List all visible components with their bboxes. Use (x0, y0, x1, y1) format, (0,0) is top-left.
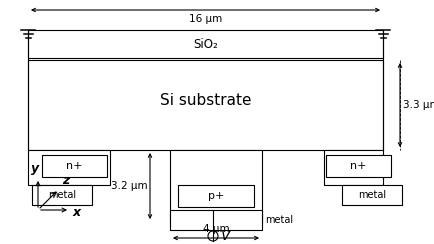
Bar (28, 150, 110, 185)
Text: p+: p+ (208, 191, 224, 201)
Text: 3.2 μm: 3.2 μm (112, 181, 148, 191)
Text: z: z (62, 174, 69, 187)
Text: metal: metal (48, 190, 76, 200)
Bar (342, 185, 402, 205)
Bar (42, 155, 107, 177)
Bar (326, 155, 391, 177)
Bar (178, 185, 254, 207)
Text: x: x (73, 205, 81, 218)
Bar (170, 150, 262, 222)
Text: V: V (221, 229, 230, 243)
Text: metal: metal (358, 190, 386, 200)
Bar (32, 185, 92, 205)
Text: 16 μm: 16 μm (189, 14, 222, 24)
Bar (324, 150, 383, 185)
Text: 4 μm: 4 μm (203, 224, 229, 234)
Text: y: y (31, 162, 39, 175)
Bar (28, 60, 383, 150)
Text: metal: metal (265, 215, 293, 225)
Text: Si substrate: Si substrate (160, 93, 251, 108)
Text: 3.3 μm: 3.3 μm (403, 100, 434, 110)
Text: n+: n+ (66, 161, 83, 171)
Bar (170, 210, 262, 230)
Text: n+: n+ (350, 161, 367, 171)
Bar (28, 30, 383, 58)
Text: SiO₂: SiO₂ (193, 38, 218, 51)
